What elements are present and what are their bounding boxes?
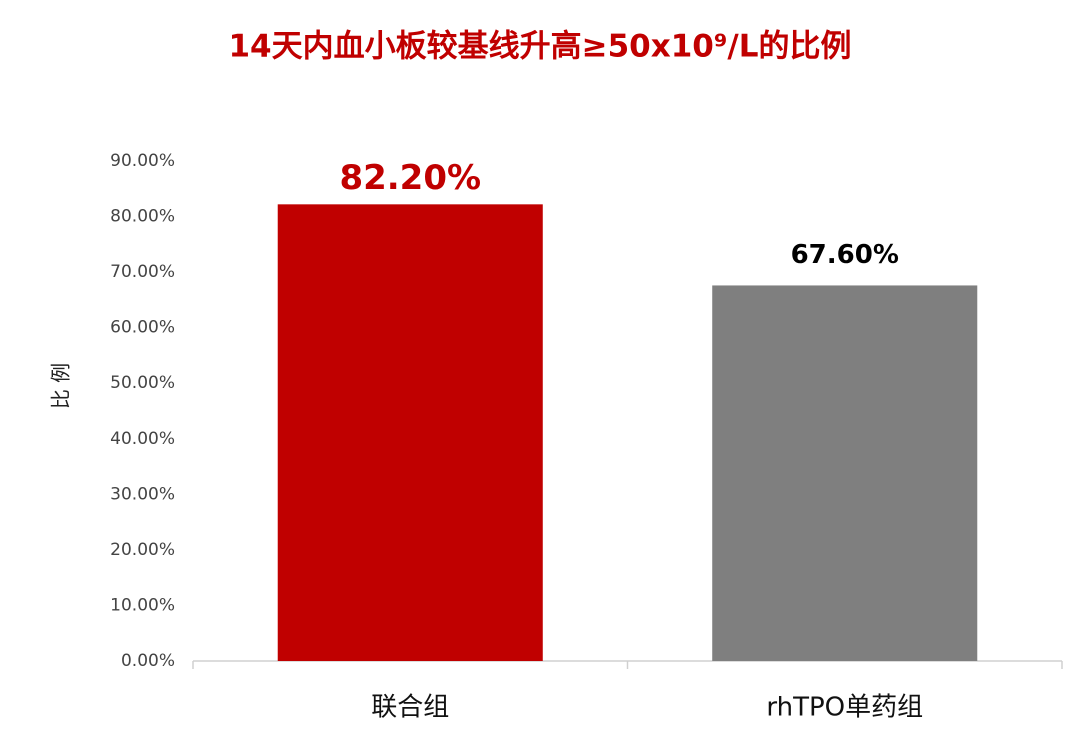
x-tick-label: rhTPO单药组 <box>766 693 923 723</box>
bar <box>277 204 543 662</box>
chart-title: 14天内血小板较基线升高≥50x10⁹/L的比例 <box>228 29 851 65</box>
y-tick-label: 80.00% <box>110 207 175 227</box>
y-tick-label: 40.00% <box>110 429 175 449</box>
x-tick-label: 联合组 <box>371 693 449 723</box>
y-tick-label: 90.00% <box>110 151 175 171</box>
bar <box>712 285 978 661</box>
y-tick-label: 0.00% <box>121 651 175 671</box>
y-tick-label: 50.00% <box>110 373 175 393</box>
data-label: 67.60% <box>791 240 899 270</box>
y-axis-label: 比 例 <box>49 363 73 409</box>
y-tick-label: 10.00% <box>110 595 175 615</box>
y-tick-label: 20.00% <box>110 540 175 560</box>
y-tick-label: 30.00% <box>110 484 175 504</box>
y-tick-label: 70.00% <box>110 262 175 282</box>
data-label: 82.20% <box>339 158 481 198</box>
y-tick-label: 60.00% <box>110 318 175 338</box>
